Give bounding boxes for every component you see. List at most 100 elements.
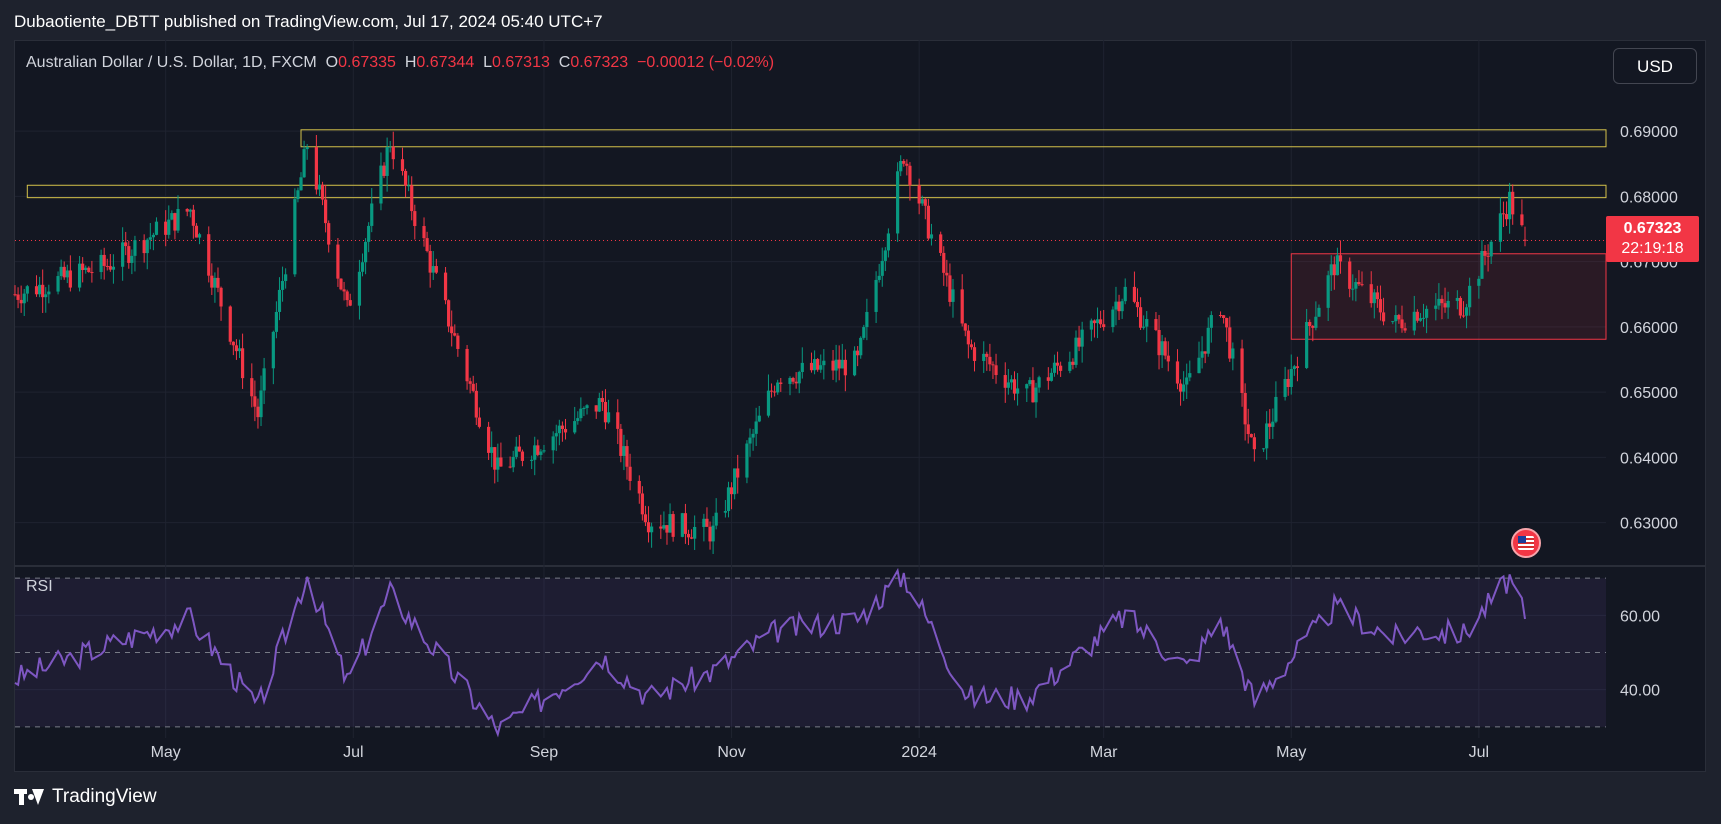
candle-body (773, 391, 777, 393)
candle-body (905, 163, 909, 166)
candle-body (1206, 327, 1210, 354)
candle-body (1338, 255, 1343, 262)
candle-body (1434, 305, 1438, 309)
candle-body (1077, 337, 1081, 347)
rsi-band-fill (15, 578, 1606, 727)
candle-body (465, 348, 469, 382)
candle-body (385, 147, 389, 176)
candle-body (487, 426, 491, 453)
candle-body (284, 274, 288, 282)
candle-body (1049, 372, 1053, 381)
candle-body (280, 281, 285, 290)
candle-body (422, 226, 426, 239)
candle-body (1025, 384, 1029, 389)
candle-body (874, 279, 878, 312)
candle-body (142, 240, 146, 254)
candle-body (542, 450, 546, 452)
candle-body (812, 359, 817, 371)
candle-body (133, 240, 137, 256)
candle-body (1111, 309, 1115, 328)
candle-body (471, 383, 475, 391)
candle-body (597, 398, 601, 412)
candle-body (1225, 317, 1229, 328)
candle-body (776, 382, 780, 393)
candle-body (400, 159, 405, 171)
current-price-value: 0.67323 (1623, 220, 1682, 237)
candle-body (1145, 319, 1149, 327)
bar-countdown: 22:19:18 (1621, 240, 1684, 257)
candle-body (410, 185, 414, 212)
candle-body (797, 371, 801, 384)
candle-body (1252, 437, 1256, 450)
candle-body (1166, 355, 1170, 362)
candle-body (1332, 264, 1336, 276)
tradingview-logo-icon (14, 787, 44, 807)
candle-body (686, 533, 691, 538)
candle-body (1012, 379, 1017, 394)
candle-body (726, 487, 731, 512)
candle-body (822, 360, 826, 366)
candle-body (991, 364, 995, 366)
candle-body (640, 493, 644, 515)
candle-body (1468, 285, 1472, 308)
candle-body (579, 408, 583, 419)
candle-body (683, 513, 688, 534)
candle-body (902, 160, 906, 164)
candle-body (185, 208, 189, 212)
candle-body (34, 286, 39, 295)
candle-body (865, 311, 869, 328)
candle-body (972, 347, 977, 361)
candle-body (1372, 292, 1376, 304)
candle-body (628, 466, 632, 481)
candle-body (431, 266, 435, 273)
candle-body (145, 239, 149, 254)
candle-body (840, 359, 844, 369)
candle-body (582, 408, 586, 410)
candle-body (1209, 315, 1213, 328)
candle-body (1375, 292, 1379, 300)
price-axis-label: 0.64000 (1620, 450, 1678, 467)
candle-body (1464, 307, 1469, 316)
candle-body (1265, 423, 1269, 449)
candle-body (19, 299, 23, 304)
candle-body (1006, 382, 1010, 388)
us-flag-event-icon[interactable] (1511, 528, 1541, 558)
candle-body (665, 525, 669, 533)
footer-brand[interactable]: TradingView (14, 786, 157, 808)
candle-body (766, 390, 771, 416)
candle-body (594, 405, 598, 412)
candle-body (1135, 301, 1140, 308)
high-value: 0.67344 (416, 54, 475, 71)
candle-body (951, 289, 955, 302)
low-label: L (483, 54, 493, 71)
candle-body (533, 445, 537, 460)
candle-body (176, 208, 180, 231)
candle-body (1378, 299, 1383, 313)
candle-body (560, 425, 565, 429)
candle-body (745, 443, 749, 478)
close-label: C (558, 54, 571, 71)
candle-body (1231, 348, 1235, 359)
candle-body (988, 356, 992, 365)
candle-body (1117, 301, 1121, 312)
candle-body (167, 219, 171, 235)
candle-body (102, 254, 106, 266)
candle-body (646, 522, 651, 533)
candle-body (899, 160, 903, 172)
candle-body (1418, 318, 1423, 321)
candle-body (880, 260, 884, 276)
candle-body (13, 294, 17, 296)
candle-body (1274, 396, 1278, 422)
candle-body (302, 149, 306, 178)
candle-body (1240, 348, 1244, 394)
candle-body (831, 360, 835, 371)
candle-body (948, 275, 952, 302)
candle-body (1120, 301, 1124, 312)
candle-body (391, 146, 395, 160)
chart-panel[interactable] (14, 40, 1706, 772)
candle-body (1317, 307, 1321, 317)
currency-button[interactable]: USD (1613, 48, 1697, 84)
candle-body (228, 306, 232, 342)
candle-body (237, 348, 242, 352)
